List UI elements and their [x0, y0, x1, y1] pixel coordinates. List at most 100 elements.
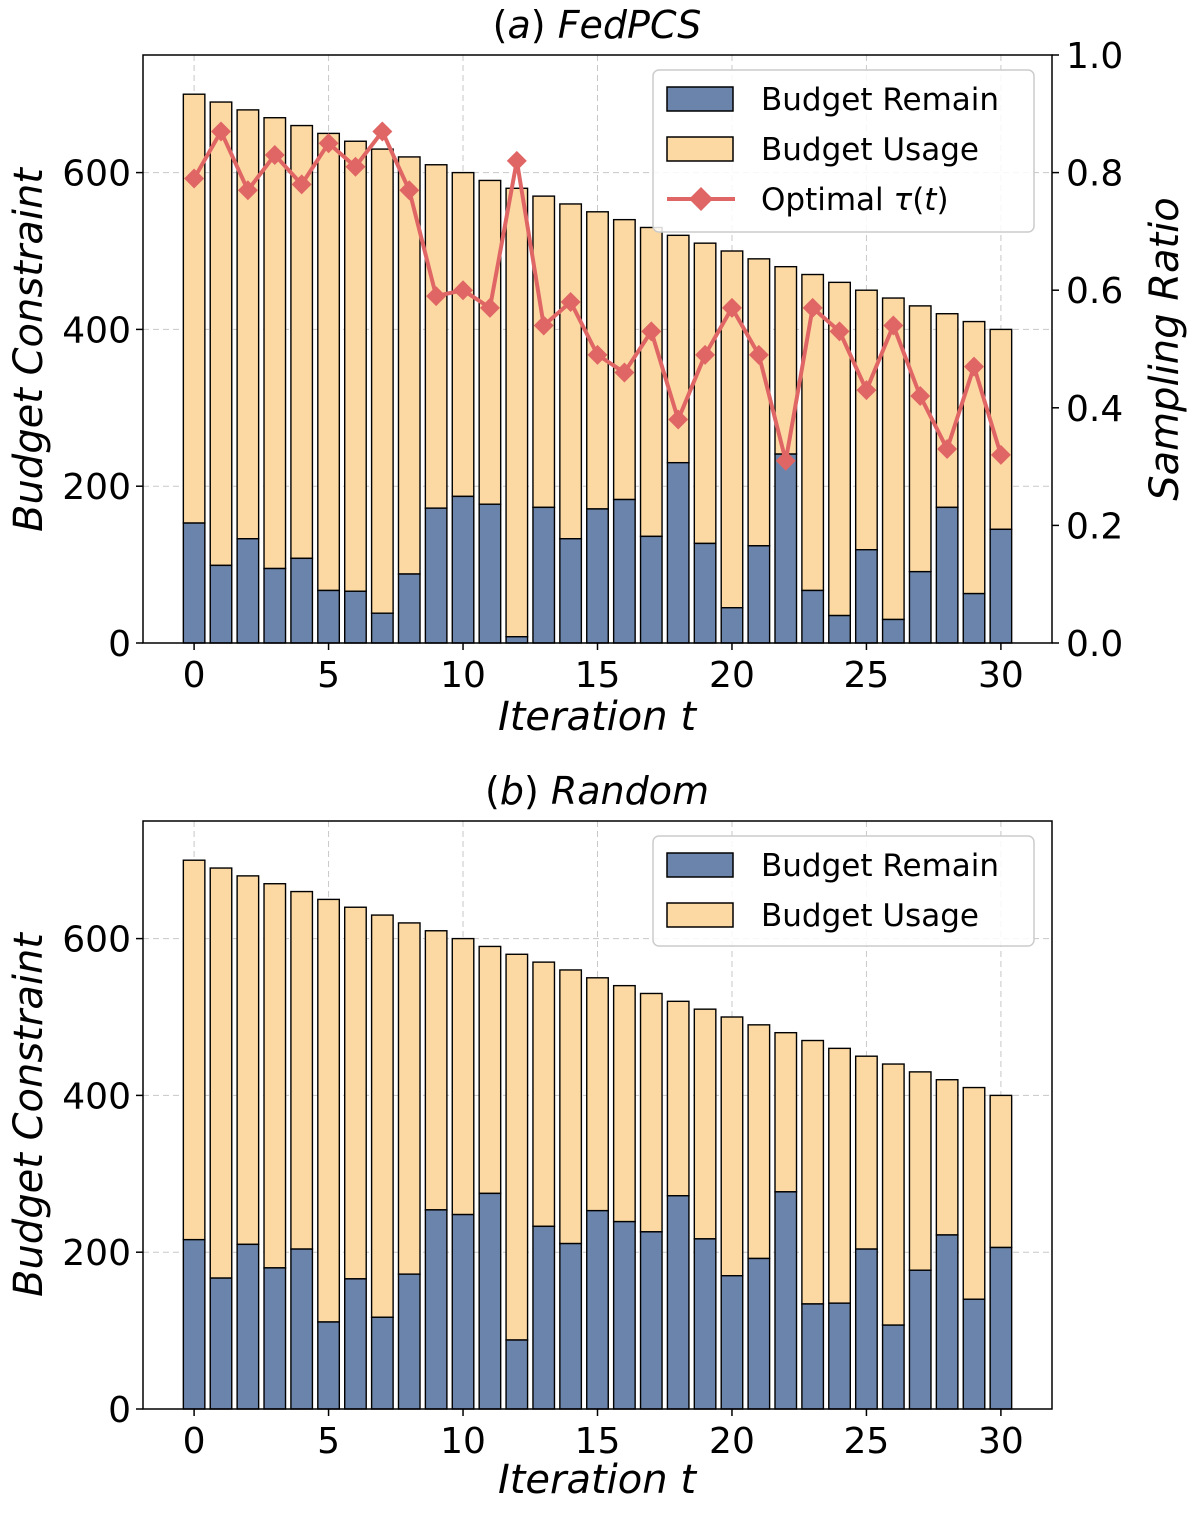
legend-label-budget-usage: Budget Usage — [761, 898, 979, 934]
legend-swatch-budget-usage — [666, 136, 734, 162]
x-tick-label: 15 — [575, 655, 621, 696]
x-tick-label: 0 — [183, 1421, 206, 1462]
bar-budget-usage — [505, 953, 529, 1341]
bar-budget-usage — [747, 258, 771, 547]
bar-budget-usage — [854, 289, 878, 551]
bar-budget-usage — [424, 930, 448, 1211]
legend-label-budget-remain: Budget Remain — [761, 848, 999, 884]
x-tick-label: 5 — [317, 1421, 340, 1462]
bar-budget-remain — [720, 607, 744, 644]
bar-budget-remain — [532, 506, 556, 644]
bar-budget-usage — [317, 898, 341, 1323]
bar-budget-remain — [505, 636, 529, 644]
x-tick-label: 10 — [440, 1421, 486, 1462]
bar-budget-remain — [290, 557, 314, 644]
optimal-tau-marker — [210, 121, 231, 142]
panel-a-x-ticks: 0 5 10 15 20 25 30 — [183, 643, 1024, 696]
optimal-tau-marker — [184, 168, 205, 189]
optimal-tau-marker — [856, 380, 877, 401]
panel-b-y-ticks: 0 200 400 600 — [62, 920, 143, 1431]
legend-box — [652, 69, 1035, 233]
bar-budget-usage — [854, 1055, 878, 1250]
y-tick-label: 600 — [62, 920, 131, 961]
legend-label-optimal-tau: Optimal τ(t) — [761, 182, 949, 218]
bar-budget-remain — [263, 567, 287, 644]
panel-a-right-y-axis-label: Sampling Ratio — [1142, 197, 1188, 501]
bar-budget-remain — [317, 589, 341, 644]
bar-budget-usage — [935, 313, 959, 509]
x-tick-label: 25 — [844, 655, 890, 696]
bar-budget-remain — [935, 1234, 959, 1410]
optimal-tau-marker — [399, 180, 420, 201]
x-tick-label: 25 — [844, 1421, 890, 1462]
bar-budget-usage — [612, 984, 636, 1223]
bar-budget-remain — [451, 495, 475, 644]
right-y-tick-label: 1.0 — [1066, 36, 1123, 77]
bar-budget-usage — [747, 1024, 771, 1260]
bar-budget-remain — [559, 1242, 583, 1410]
bar-budget-remain — [935, 506, 959, 644]
bar-budget-usage — [639, 992, 663, 1233]
optimal-tau-marker — [506, 150, 527, 171]
bar-budget-remain — [612, 498, 636, 644]
bar-budget-usage — [209, 101, 233, 567]
legend-swatch-budget-usage — [666, 902, 734, 928]
bar-budget-usage — [317, 132, 341, 592]
optimal-tau-marker — [587, 344, 608, 365]
bar-budget-remain — [666, 461, 690, 644]
panel-a-title: (a) FedPCS — [493, 3, 702, 47]
bar-budget-remain — [989, 528, 1013, 644]
bar-budget-usage — [801, 1039, 825, 1305]
right-y-tick-label: 0.4 — [1066, 389, 1123, 430]
bar-budget-remain — [290, 1248, 314, 1410]
bar-budget-remain — [962, 1298, 986, 1410]
bar-budget-remain — [478, 503, 502, 644]
bar-budget-remain — [801, 589, 825, 644]
x-tick-label: 30 — [978, 1421, 1024, 1462]
optimal-tau-marker — [990, 444, 1011, 465]
bar-budget-remain — [344, 590, 367, 644]
legend-label-budget-usage: Budget Usage — [761, 132, 979, 168]
bar-budget-remain — [478, 1192, 502, 1410]
bar-budget-remain — [451, 1213, 475, 1410]
y-tick-label: 200 — [62, 467, 131, 508]
bar-budget-remain — [397, 1273, 421, 1410]
bar-budget-usage — [962, 1086, 986, 1300]
y-tick-label: 200 — [62, 1233, 131, 1274]
bar-budget-usage — [451, 937, 475, 1216]
bar-budget-usage — [290, 890, 314, 1250]
optimal-tau-marker — [937, 438, 958, 459]
bar-budget-usage — [263, 883, 287, 1269]
panel-b-x-axis-label: Iteration t — [498, 1457, 697, 1503]
panel-a-line — [184, 121, 1011, 471]
panel-a-x-axis-label: Iteration t — [498, 694, 697, 740]
optimal-tau-marker — [668, 409, 689, 430]
bar-budget-remain — [532, 1225, 556, 1410]
bar-budget-usage — [693, 242, 717, 545]
panel-b-random: (b) Random 0 5 10 15 20 25 30 0 200 400 600 Itera… — [6, 769, 1053, 1503]
bar-budget-usage — [720, 1016, 744, 1277]
bar-budget-remain — [236, 538, 260, 644]
legend-label-budget-remain: Budget Remain — [761, 82, 999, 118]
x-tick-label: 30 — [978, 655, 1024, 696]
legend-swatch-budget-remain — [666, 86, 734, 112]
optimal-tau-marker — [883, 315, 904, 336]
optimal-tau-marker — [318, 133, 339, 154]
bar-budget-remain — [908, 570, 932, 644]
bar-budget-usage — [989, 1094, 1013, 1249]
bar-budget-usage — [478, 945, 502, 1195]
optimal-tau-marker — [533, 315, 554, 336]
optimal-tau-marker — [426, 286, 447, 307]
optimal-tau-marker — [775, 450, 796, 471]
bar-budget-remain — [209, 564, 233, 644]
optimal-tau-marker — [614, 362, 635, 383]
bar-budget-usage — [828, 1047, 851, 1304]
optimal-tau-marker — [964, 356, 985, 377]
bar-budget-remain — [774, 1191, 798, 1410]
bar-budget-remain — [236, 1243, 260, 1410]
bar-budget-remain — [801, 1303, 825, 1410]
bar-budget-usage — [263, 117, 287, 570]
bar-budget-usage — [693, 1008, 717, 1240]
